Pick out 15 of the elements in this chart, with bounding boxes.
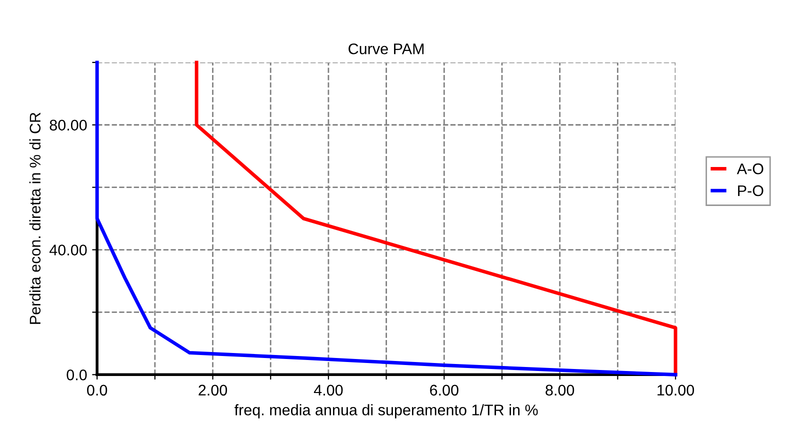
legend-label: P-O [738, 185, 764, 196]
x-tick-label: 8.00 [546, 384, 574, 396]
legend-label: A-O [736, 163, 764, 174]
x-tick-label: 0.0 [87, 384, 108, 396]
x-tick-label: 4.00 [314, 384, 343, 396]
line-series [95, 60, 678, 376]
x-tick-label: 10.00 [658, 384, 694, 396]
y-tick-label: 0.0 [66, 370, 87, 380]
y-axis-title: Perdita econ. diretta in % di CR [29, 112, 41, 324]
x-tick-label: 2.00 [198, 384, 228, 396]
y-tick-label: 80.00 [50, 120, 87, 131]
x-axis-title: freq. media annua di superamento 1/TR in % [234, 404, 538, 418]
x-tick-label: 6.00 [430, 384, 458, 396]
chart-title: Curve PAM [348, 43, 424, 54]
y-tick-label: 40.00 [49, 244, 87, 256]
